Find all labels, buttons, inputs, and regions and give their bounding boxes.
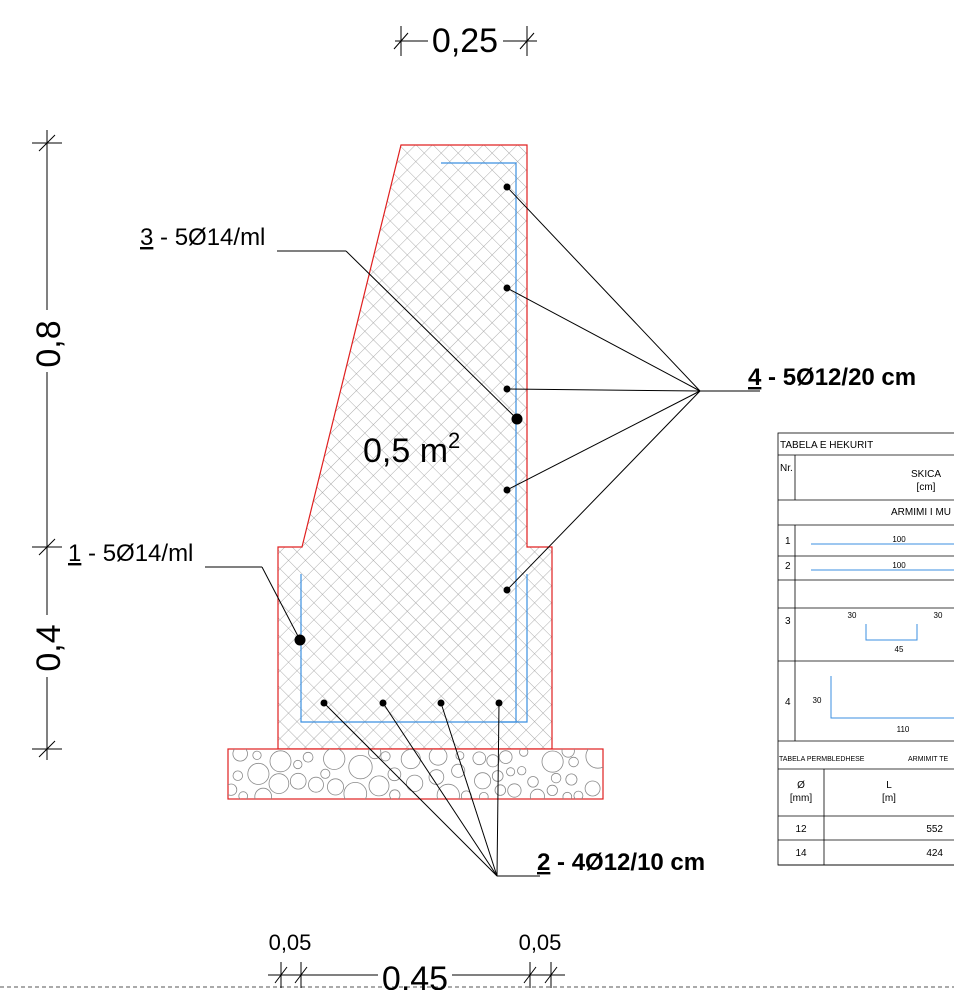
gravel-stone bbox=[486, 754, 500, 768]
gravel-stone bbox=[368, 749, 382, 760]
gravel-stone bbox=[232, 770, 244, 781]
rebar-3-stirrup bbox=[300, 574, 528, 723]
rebar-table-text: TABELA E HEKURIT Nr. SKICA [cm] ARMIMI I… bbox=[779, 440, 951, 859]
table-col-nr: Nr. bbox=[780, 463, 793, 474]
gravel-stone bbox=[517, 766, 527, 776]
row-3-nr: 3 bbox=[785, 616, 791, 627]
leader-lines bbox=[205, 186, 760, 877]
gravel-stone bbox=[368, 775, 390, 797]
gravel-stone bbox=[268, 773, 290, 794]
gravel-stone bbox=[323, 749, 346, 770]
area-label: 0,5 m2 bbox=[363, 428, 460, 470]
left-offset-label: 0,05 bbox=[269, 930, 312, 955]
summary-len-header: L bbox=[886, 780, 892, 791]
gravel-stone bbox=[380, 751, 391, 762]
gravel-stone bbox=[302, 751, 314, 763]
row-2-nr: 2 bbox=[785, 561, 791, 572]
gravel-stone bbox=[232, 749, 248, 762]
gravel-stone bbox=[562, 791, 573, 799]
gravel-stone bbox=[568, 756, 579, 768]
gravel-stone bbox=[451, 763, 466, 778]
gravel-stone bbox=[389, 789, 401, 799]
upper-height-label: 0,8 bbox=[30, 320, 68, 367]
gravel-stone bbox=[585, 749, 603, 769]
rebar-table bbox=[777, 432, 954, 866]
row-4-dim-b: 110 bbox=[897, 725, 910, 734]
gravel-stone bbox=[474, 772, 492, 790]
top-dimension: 0,25 bbox=[393, 22, 537, 60]
gravel-stone bbox=[455, 751, 465, 760]
summary-dia-unit: [mm] bbox=[790, 793, 812, 804]
table-section: ARMIMI I MU bbox=[891, 507, 951, 518]
gravel-stone bbox=[506, 767, 516, 777]
gravel-stone bbox=[546, 784, 558, 797]
gravel-stone bbox=[573, 790, 584, 799]
gravel-stone bbox=[405, 774, 424, 792]
summary-title: TABELA PERMBLEDHESE bbox=[779, 756, 865, 763]
row-2-dim: 100 bbox=[892, 561, 906, 570]
gravel-stone bbox=[348, 754, 373, 780]
gravel-stone bbox=[228, 783, 238, 796]
gravel-stone bbox=[529, 788, 545, 799]
gravel-stone bbox=[550, 772, 562, 784]
rebar-label-3: 3 - 5Ø14/ml bbox=[140, 224, 265, 251]
gravel-stone bbox=[436, 783, 460, 799]
table-col-sketch-unit: [cm] bbox=[917, 482, 936, 493]
lower-height-label: 0,4 bbox=[30, 624, 68, 671]
gravel-stone bbox=[565, 773, 578, 786]
summary-row-2-len: 424 bbox=[926, 848, 943, 859]
left-dimension: 0,8 0,4 bbox=[30, 130, 68, 760]
table-col-sketch: SKICA bbox=[911, 469, 941, 480]
row-3-dim-a: 30 bbox=[848, 611, 857, 620]
summary-row-1-len: 552 bbox=[926, 824, 943, 835]
gravel-stone bbox=[269, 750, 292, 773]
row-4-dim-a: 30 bbox=[813, 696, 822, 705]
gravel-stone bbox=[498, 750, 513, 764]
rebar-label-4: 4 - 5Ø12/20 cm bbox=[748, 364, 916, 391]
gravel-stone bbox=[326, 778, 344, 796]
summary-row-2-dia: 14 bbox=[795, 848, 807, 859]
right-offset-label: 0,05 bbox=[519, 930, 562, 955]
row-1-dim: 100 bbox=[892, 535, 906, 544]
gravel-footing bbox=[227, 748, 604, 800]
gravel-stone bbox=[541, 750, 564, 773]
gravel-stone bbox=[238, 791, 248, 799]
svg-text:0,5 m2: 0,5 m2 bbox=[363, 428, 460, 470]
gravel-stone bbox=[254, 787, 272, 799]
gravel-stone bbox=[507, 783, 522, 798]
gravel-stone bbox=[527, 776, 539, 788]
gravel-stone bbox=[428, 749, 448, 766]
table-title: TABELA E HEKURIT bbox=[780, 440, 873, 451]
gravel-stone bbox=[472, 751, 487, 766]
gravel-stone bbox=[387, 767, 402, 782]
row-3-dim-b: 30 bbox=[934, 611, 943, 620]
gravel-stone bbox=[519, 749, 529, 757]
rebar-label-2: 2 - 4Ø12/10 cm bbox=[537, 849, 705, 876]
summary-row-1-dia: 12 bbox=[795, 824, 807, 835]
gravel-stone bbox=[320, 768, 331, 779]
gravel-stone bbox=[293, 759, 303, 770]
bottom-width-label: 0,45 bbox=[382, 960, 448, 990]
gravel-stone bbox=[308, 776, 324, 793]
summary-dia-header: Ø bbox=[797, 780, 805, 791]
gravel-stone bbox=[289, 772, 307, 790]
summary-subtitle: ARMIMIT TE bbox=[908, 756, 949, 763]
top-width-label: 0,25 bbox=[432, 22, 498, 60]
row-4-nr: 4 bbox=[785, 697, 791, 708]
rebar-table-sketches bbox=[811, 543, 954, 719]
gravel-stone bbox=[584, 780, 601, 797]
gravel-stone bbox=[252, 750, 262, 760]
rebar-lines bbox=[300, 162, 528, 723]
gravel-stone bbox=[247, 762, 270, 785]
gravel-stone bbox=[494, 784, 507, 796]
gravel-stone bbox=[561, 749, 575, 758]
bottom-dimension: 0,05 0,05 0,45 bbox=[0, 930, 954, 990]
rebar-label-1: 1 - 5Ø14/ml bbox=[68, 540, 193, 567]
row-1-nr: 1 bbox=[785, 536, 791, 547]
gravel-stone bbox=[343, 782, 368, 799]
row-3-dim-c: 45 bbox=[895, 645, 904, 654]
gravel-stone bbox=[479, 792, 489, 799]
summary-len-unit: [m] bbox=[882, 793, 896, 804]
